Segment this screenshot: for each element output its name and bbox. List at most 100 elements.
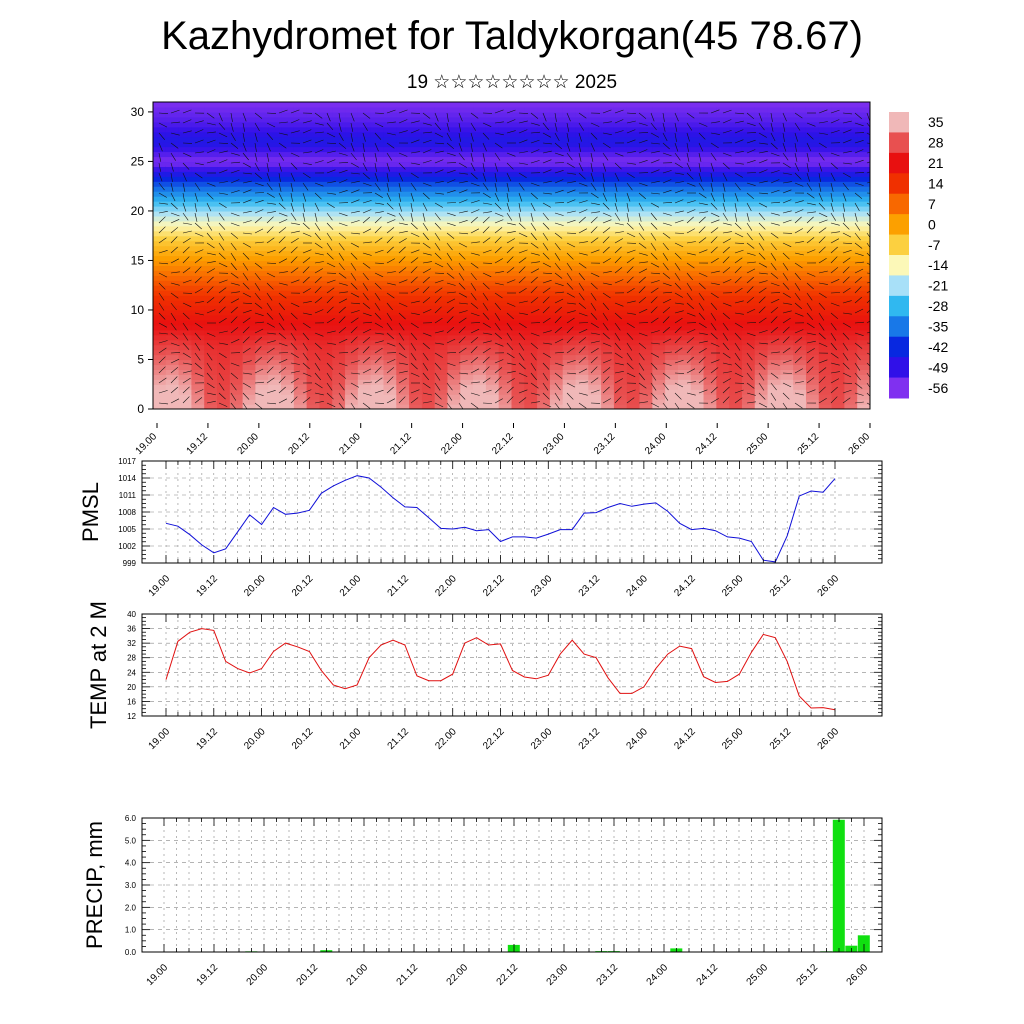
heatmap-cell <box>229 369 244 375</box>
heatmap-cell <box>383 285 397 291</box>
heatmap-cell <box>588 171 602 177</box>
heatmap-cell <box>703 111 717 118</box>
heatmap-cell <box>588 106 602 113</box>
wind-barb <box>398 312 406 320</box>
heatmap-cell <box>255 196 269 202</box>
wind-barb <box>734 162 744 165</box>
heatmap-cell <box>409 309 423 316</box>
heatmap-cell <box>204 156 218 163</box>
heatmap-cell <box>793 329 807 336</box>
wind-barb <box>674 132 677 142</box>
heatmap-cell <box>345 404 359 409</box>
wind-barb <box>698 162 701 172</box>
heatmap-cell <box>562 181 577 187</box>
heatmap-cell <box>255 121 269 128</box>
wind-barb <box>578 337 587 344</box>
heatmap-cell <box>537 364 551 370</box>
heatmap-cell <box>793 369 807 375</box>
heatmap-cell <box>805 384 820 390</box>
heatmap-cell <box>511 151 525 158</box>
wind-barb <box>566 252 574 260</box>
heatmap-cell <box>677 344 692 351</box>
heatmap-cell <box>242 344 257 351</box>
heatmap-cell <box>549 329 564 336</box>
heatmap-cell <box>153 151 167 158</box>
wind-barb <box>614 231 624 234</box>
heatmap-cell <box>767 379 781 385</box>
wind-barb <box>302 276 310 284</box>
heatmap-cell <box>665 131 679 138</box>
heatmap-cell <box>165 215 180 222</box>
heatmap-cell <box>485 171 500 177</box>
heatmap-cell <box>588 111 602 118</box>
heatmap-cell <box>677 186 692 192</box>
heatmap-cell <box>242 255 257 262</box>
heatmap-cell <box>306 146 321 153</box>
wind-barb <box>458 317 467 324</box>
heatmap-cell <box>844 106 858 113</box>
wind-barb <box>242 172 253 175</box>
wind-barb <box>314 252 324 256</box>
heatmap-cell <box>537 399 551 405</box>
heatmap-cell <box>229 319 244 326</box>
heatmap-cell <box>191 156 205 163</box>
wind-barb <box>434 242 441 251</box>
heatmap-cell <box>268 260 282 266</box>
heatmap-cell <box>165 280 180 286</box>
heatmap-cell <box>460 205 474 212</box>
wind-barb <box>398 332 405 341</box>
heatmap-cell <box>409 111 423 118</box>
wind-barb <box>326 169 336 174</box>
wind-barb <box>746 261 756 264</box>
heatmap-cell <box>383 102 397 108</box>
heatmap-cell <box>626 329 641 336</box>
wind-barb <box>470 336 479 344</box>
heatmap-cell <box>306 275 321 281</box>
wind-barb <box>674 272 681 281</box>
heatmap-cell <box>485 280 500 286</box>
wind-barb <box>590 356 598 364</box>
heatmap-cell <box>716 240 730 247</box>
wind-barb <box>386 258 395 264</box>
heatmap-cell <box>524 344 538 351</box>
heatmap-cell <box>665 161 679 167</box>
heatmap-cell <box>178 161 193 167</box>
heatmap-cell <box>537 374 551 380</box>
heatmap-cell <box>690 344 705 351</box>
heatmap-cell <box>204 106 218 113</box>
heatmap-cell <box>831 290 845 296</box>
heatmap-cell <box>217 364 231 370</box>
heatmap-cell <box>754 146 769 153</box>
heatmap-cell <box>332 230 346 237</box>
wind-barb <box>230 232 239 239</box>
heatmap-cell <box>741 176 756 182</box>
wind-barb <box>362 392 372 396</box>
heatmap-cell <box>793 399 807 405</box>
heatmap-cell <box>831 384 845 390</box>
wind-barb <box>278 202 286 210</box>
heatmap-cell <box>268 171 282 177</box>
heatmap-cell <box>281 111 295 118</box>
wind-barb <box>662 291 673 294</box>
wind-barb <box>362 328 372 334</box>
heatmap-cell <box>780 235 794 242</box>
heatmap-cell <box>780 319 794 326</box>
heatmap-cell <box>729 394 743 400</box>
wind-barb <box>410 352 417 361</box>
wind-barb <box>374 249 384 254</box>
heatmap-cell <box>562 329 577 336</box>
heatmap-cell <box>703 156 717 163</box>
heatmap-cell <box>549 379 564 385</box>
heatmap-cell <box>370 151 385 158</box>
heatmap-cell <box>178 235 193 242</box>
heatmap-cell <box>844 399 858 405</box>
wind-barb <box>374 292 381 301</box>
heatmap-cell <box>447 305 461 311</box>
heatmap-cell <box>588 151 602 158</box>
heatmap-cell <box>626 126 641 133</box>
heatmap-cell <box>293 166 308 172</box>
heatmap-cell <box>357 220 372 227</box>
heatmap-cell <box>447 270 461 276</box>
wind-barb <box>422 309 432 314</box>
heatmap-cell <box>345 384 359 390</box>
